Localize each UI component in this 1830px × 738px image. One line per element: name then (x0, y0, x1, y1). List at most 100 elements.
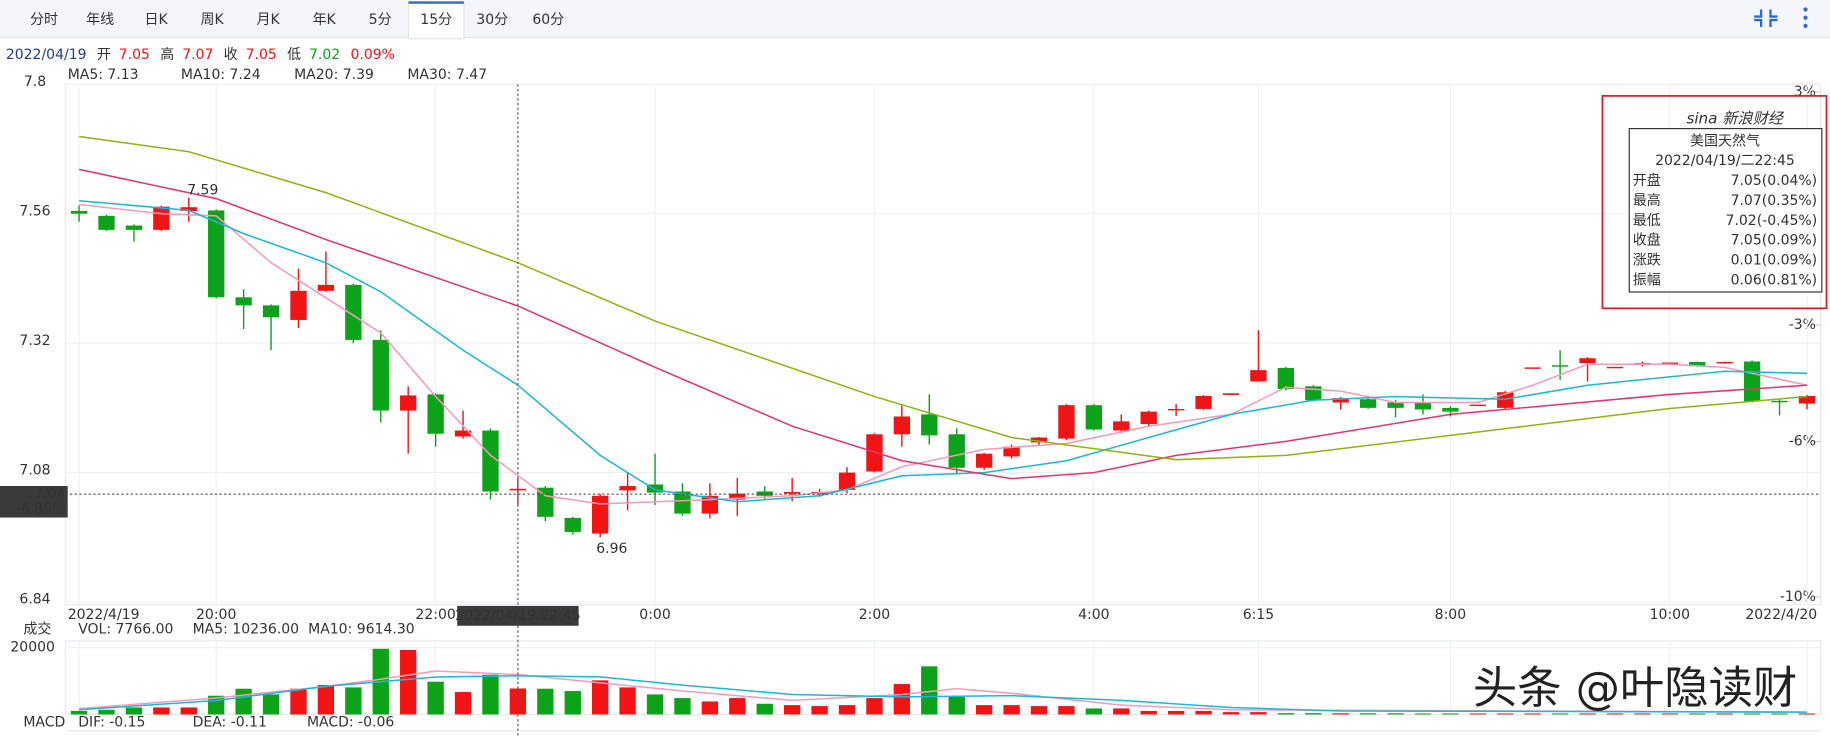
candle-body (1250, 370, 1267, 382)
ohlc-header: 2022/04/19 开 7.05 高 7.07 收 7.05 低 7.02 0… (6, 46, 395, 63)
volume-bar (701, 701, 719, 715)
tab[interactable]: 30分 (476, 12, 508, 28)
volume-bar (180, 707, 197, 715)
candle-body (756, 491, 773, 496)
tab-label: 周K (201, 12, 225, 28)
crosshair-value: 7.04 (34, 486, 65, 502)
volume-bar (729, 698, 746, 715)
candle-body (1442, 407, 1459, 412)
candle-body (674, 491, 691, 514)
header-close-label: 收 (224, 47, 238, 63)
volume-bar (70, 710, 88, 715)
header-low-label: 低 (287, 47, 301, 63)
volume-bar (975, 705, 993, 715)
volume-bar (262, 694, 280, 715)
max-label: 7.59 (187, 183, 218, 199)
x-tick-label: 0:00 (639, 607, 670, 623)
volume-bar (1743, 713, 1761, 715)
volume-bar (1195, 710, 1212, 715)
candle-body (1222, 393, 1240, 395)
volume-bar (1798, 713, 1816, 715)
volume-bar (1606, 713, 1624, 715)
volume-bar (153, 707, 170, 715)
volume-bar (756, 703, 773, 715)
tab-label: 年K (313, 12, 337, 28)
header-low: 7.02 (309, 47, 340, 63)
volume-bar (1771, 713, 1788, 715)
volume-y-tick-label: 20000 (10, 640, 55, 656)
tooltip-date: 2022/04/19/二22:45 (1655, 153, 1795, 169)
volume-bar (1277, 713, 1295, 715)
volume-bar (866, 698, 883, 715)
volume-bar (98, 709, 115, 715)
header-high-label: 高 (160, 46, 174, 63)
y-tick-label: 6.84 (19, 592, 50, 608)
candle-body (1771, 400, 1788, 403)
tooltip-label: 开盘 (1633, 172, 1661, 189)
y2-tick-label: 3% (1794, 84, 1816, 100)
volume-bar (783, 705, 801, 715)
candle-body (975, 453, 993, 468)
volume-bar (1359, 713, 1377, 715)
tab[interactable]: 60分 (532, 12, 564, 28)
volume-bar (125, 707, 143, 715)
menu-icon[interactable] (1803, 7, 1808, 28)
volume-bar (674, 698, 691, 715)
candle-body (1003, 446, 1020, 457)
tooltip-label: 收盘 (1633, 232, 1661, 249)
x-tick-label: 2:00 (859, 607, 890, 623)
volume-bar (1003, 705, 1020, 715)
tab[interactable]: 周K (201, 12, 225, 28)
tab[interactable]: 月K (257, 12, 281, 28)
candle-body (1497, 392, 1514, 408)
zoom-icon[interactable] (1754, 9, 1778, 28)
volume-bar (1140, 710, 1157, 715)
candle-body (1085, 405, 1103, 430)
zoom-icon-path (1754, 9, 1778, 28)
volume-bar (1551, 713, 1569, 715)
macd-legend: DEA: -0.11 (193, 715, 267, 731)
x-tick-label: 2022/4/19 (68, 607, 140, 623)
menu-dot (1803, 7, 1808, 12)
tab[interactable]: 年线 (86, 12, 114, 28)
tab[interactable]: 5分 (369, 12, 392, 28)
ma-line (79, 199, 1808, 503)
ma-legend: MA30: 7.47 (407, 67, 487, 83)
tab-label: 月K (257, 12, 281, 28)
ma-line (78, 168, 1808, 480)
volume-bar (1442, 713, 1459, 715)
candle-body (1195, 396, 1212, 409)
candle-body (1524, 367, 1541, 369)
x-tick-label: 4:00 (1078, 607, 1109, 623)
tab[interactable]: 分时 (30, 12, 58, 28)
tab-label: 日K (145, 12, 169, 28)
volume-bar (537, 688, 554, 715)
volume-area (64, 640, 1822, 716)
candle-body (70, 210, 88, 214)
x-tick-label: 8:00 (1435, 607, 1466, 623)
tab-bar: 分时 年线 日K 周K 月K 年K 5分 15分 30分 60分 (30, 1, 564, 40)
volume-bar (1661, 713, 1678, 715)
candle-body (208, 210, 225, 298)
candle-body (1716, 362, 1733, 364)
volume-bar (1689, 713, 1706, 715)
tooltip-value: 0.06(0.81%) (1731, 272, 1818, 288)
candle-body (838, 472, 856, 490)
volume-bar (1634, 713, 1651, 715)
volume-bar (482, 674, 499, 715)
volume-bar (1414, 713, 1432, 715)
tab[interactable]: 年K (313, 12, 337, 28)
candle-body (1661, 362, 1678, 364)
tooltip-value: 0.01(0.09%) (1731, 252, 1818, 268)
volume-bar (1085, 708, 1103, 715)
volume-bar (592, 680, 609, 715)
candle-body (235, 297, 252, 306)
macd-legend: MACD: -0.06 (307, 715, 394, 731)
candle-body (921, 414, 938, 436)
tab[interactable]: 日K (145, 12, 169, 28)
tab[interactable]: 15分 (407, 1, 465, 40)
menu-dot (1803, 15, 1808, 20)
candle-body (427, 394, 444, 434)
candle-body (893, 416, 911, 435)
header-high: 7.07 (182, 47, 213, 63)
